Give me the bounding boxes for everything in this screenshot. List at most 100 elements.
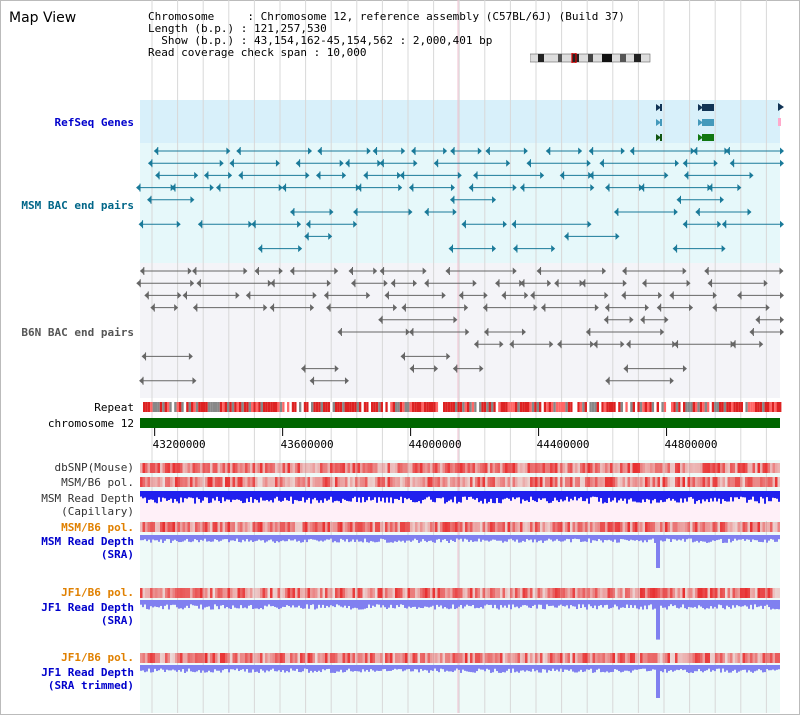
msm-b6-pol-strip [535, 522, 538, 532]
msm-depth-sra-bar [346, 535, 348, 540]
msm-depth-sra-bar [154, 535, 156, 541]
msm-depth-sra-bar [726, 535, 728, 543]
msm-b6-pol-strip [245, 522, 248, 532]
msm-depth-cap-bar [570, 491, 572, 499]
jf1-b6-pol-strip [465, 588, 468, 598]
msm-bac-pair [329, 208, 334, 216]
msm-bac-pair [526, 159, 531, 167]
msm-depth-cap-bar [516, 491, 518, 498]
refseq-genes-label[interactable]: RefSeq Genes [54, 116, 134, 129]
jf1-depth-sra-bar [404, 600, 406, 608]
msm-bac-label[interactable]: MSM BAC end pairs [21, 199, 134, 212]
msm-depth-sra-bar [188, 535, 190, 542]
msm-depth-sra-bar [582, 535, 584, 542]
jf1-b6-pol-strip [572, 653, 575, 663]
dbsnp-strip [527, 463, 530, 473]
msm-depth-sra-bar [338, 535, 340, 543]
msm-depth-cap-bar [174, 491, 176, 499]
msm-b6-pol-strip [725, 522, 728, 532]
msm-depth-cap-bar [304, 491, 306, 503]
repeat-segment [174, 402, 177, 412]
msm-bac-pair [692, 147, 697, 155]
jf1-depth-sra-bar [302, 600, 304, 609]
jf1-b6-pol-strip [762, 653, 765, 663]
msm-b6-pol-strip [660, 522, 663, 532]
msm-depth-sra-bar [682, 535, 684, 539]
dbsnp-strip [447, 463, 450, 473]
jf1-b6-pol-strip [587, 653, 590, 663]
msm-depth-sra-bar [724, 535, 726, 543]
jf1-depth-sra-bar [682, 600, 684, 605]
jf1-b6-pol-strip [722, 588, 725, 598]
dbsnp-strip [757, 463, 760, 473]
msm-b6-pol-strip [457, 522, 460, 532]
b6n-bac-pair [348, 267, 353, 275]
msm-depth-cap-bar [446, 491, 448, 503]
msm-depth-cap-bar [208, 491, 210, 504]
msm-b6-pol-strip [562, 522, 565, 532]
repeat-segment [649, 402, 652, 412]
msm-b6-pol-strip [392, 477, 395, 487]
msm-b6-pol-strip [237, 522, 240, 532]
repeat-segment [762, 402, 765, 412]
msm-depth-cap-bar [574, 491, 576, 497]
msm-b6-pol-strip [387, 477, 390, 487]
msm-depth-sra-bar [372, 535, 374, 542]
jf1-depth-sra-bar [512, 600, 514, 605]
msm-depth-sra-bar [268, 535, 270, 541]
jf1-depth-trim-bar [394, 665, 396, 669]
msm-depth-sra-bar [264, 535, 266, 543]
jf1-depth-sra-bar [468, 600, 470, 606]
msm-depth-cap-bar [178, 491, 180, 504]
jf1-depth-trim-bar [256, 665, 258, 672]
jf1-b6-pol-strip [565, 653, 568, 663]
repeat-segment [503, 402, 506, 412]
jf1-depth-trim-bar [562, 665, 564, 673]
msm-depth-cap-bar [328, 491, 330, 500]
msm-b6-pol-strip [770, 477, 773, 487]
msm-bac-pair [450, 147, 455, 155]
chromosome-ideogram[interactable] [530, 53, 652, 63]
repeat-segment [371, 402, 374, 412]
dbsnp-strip [462, 463, 465, 473]
msm-bac-pair [308, 147, 313, 155]
msm-b6-pol-strip [155, 477, 158, 487]
jf1-b6-pol-strip [732, 653, 735, 663]
msm-depth-cap-bar [650, 491, 652, 504]
msm-depth-sra-bar [638, 535, 640, 542]
msm-depth-sra-bar [172, 535, 174, 541]
b6n-bac-pair [177, 291, 182, 299]
msm-bac-pair [713, 159, 718, 167]
jf1-depth-sra-bar [496, 600, 498, 609]
repeat-segment [479, 402, 482, 412]
msm-depth-cap-bar [274, 491, 276, 499]
msm-depth-sra-bar [286, 535, 288, 542]
msm-depth-sra-bar [384, 535, 386, 540]
dbsnp-strip [420, 463, 423, 473]
msm-depth-cap-bar [474, 491, 476, 500]
jf1-depth-sra-bar [260, 600, 262, 609]
msm-bac-pair [298, 245, 303, 253]
jf1-b6-pol-strip [160, 653, 163, 663]
msm-b6-pol-strip [390, 522, 393, 532]
msm-b6-pol-strip [272, 477, 275, 487]
dbsnp-strip [302, 463, 305, 473]
ideogram-position-marker [571, 53, 577, 63]
msm-depth-sra-bar [648, 535, 650, 540]
jf1-depth-trim-bar [270, 665, 272, 670]
msm-b6-pol-label-1: MSM/B6 pol. [61, 476, 134, 489]
dbsnp-strip [722, 463, 725, 473]
jf1-depth-sra-bar [268, 600, 270, 605]
msm-depth-sra-bar [288, 535, 290, 540]
msm-depth-sra-bar [580, 535, 582, 542]
msm-depth-cap-bar [670, 491, 672, 501]
jf1-b6-pol-strip [667, 653, 670, 663]
msm-b6-pol-strip [332, 477, 335, 487]
jf1-depth-trim-bar [370, 665, 372, 670]
msm-b6-pol-strip [345, 522, 348, 532]
msm-depth-sra-bar [254, 535, 256, 542]
msm-depth-cap-bar [200, 491, 202, 503]
b6n-bac-label[interactable]: B6N BAC end pairs [21, 326, 134, 339]
dbsnp-strip [580, 463, 583, 473]
